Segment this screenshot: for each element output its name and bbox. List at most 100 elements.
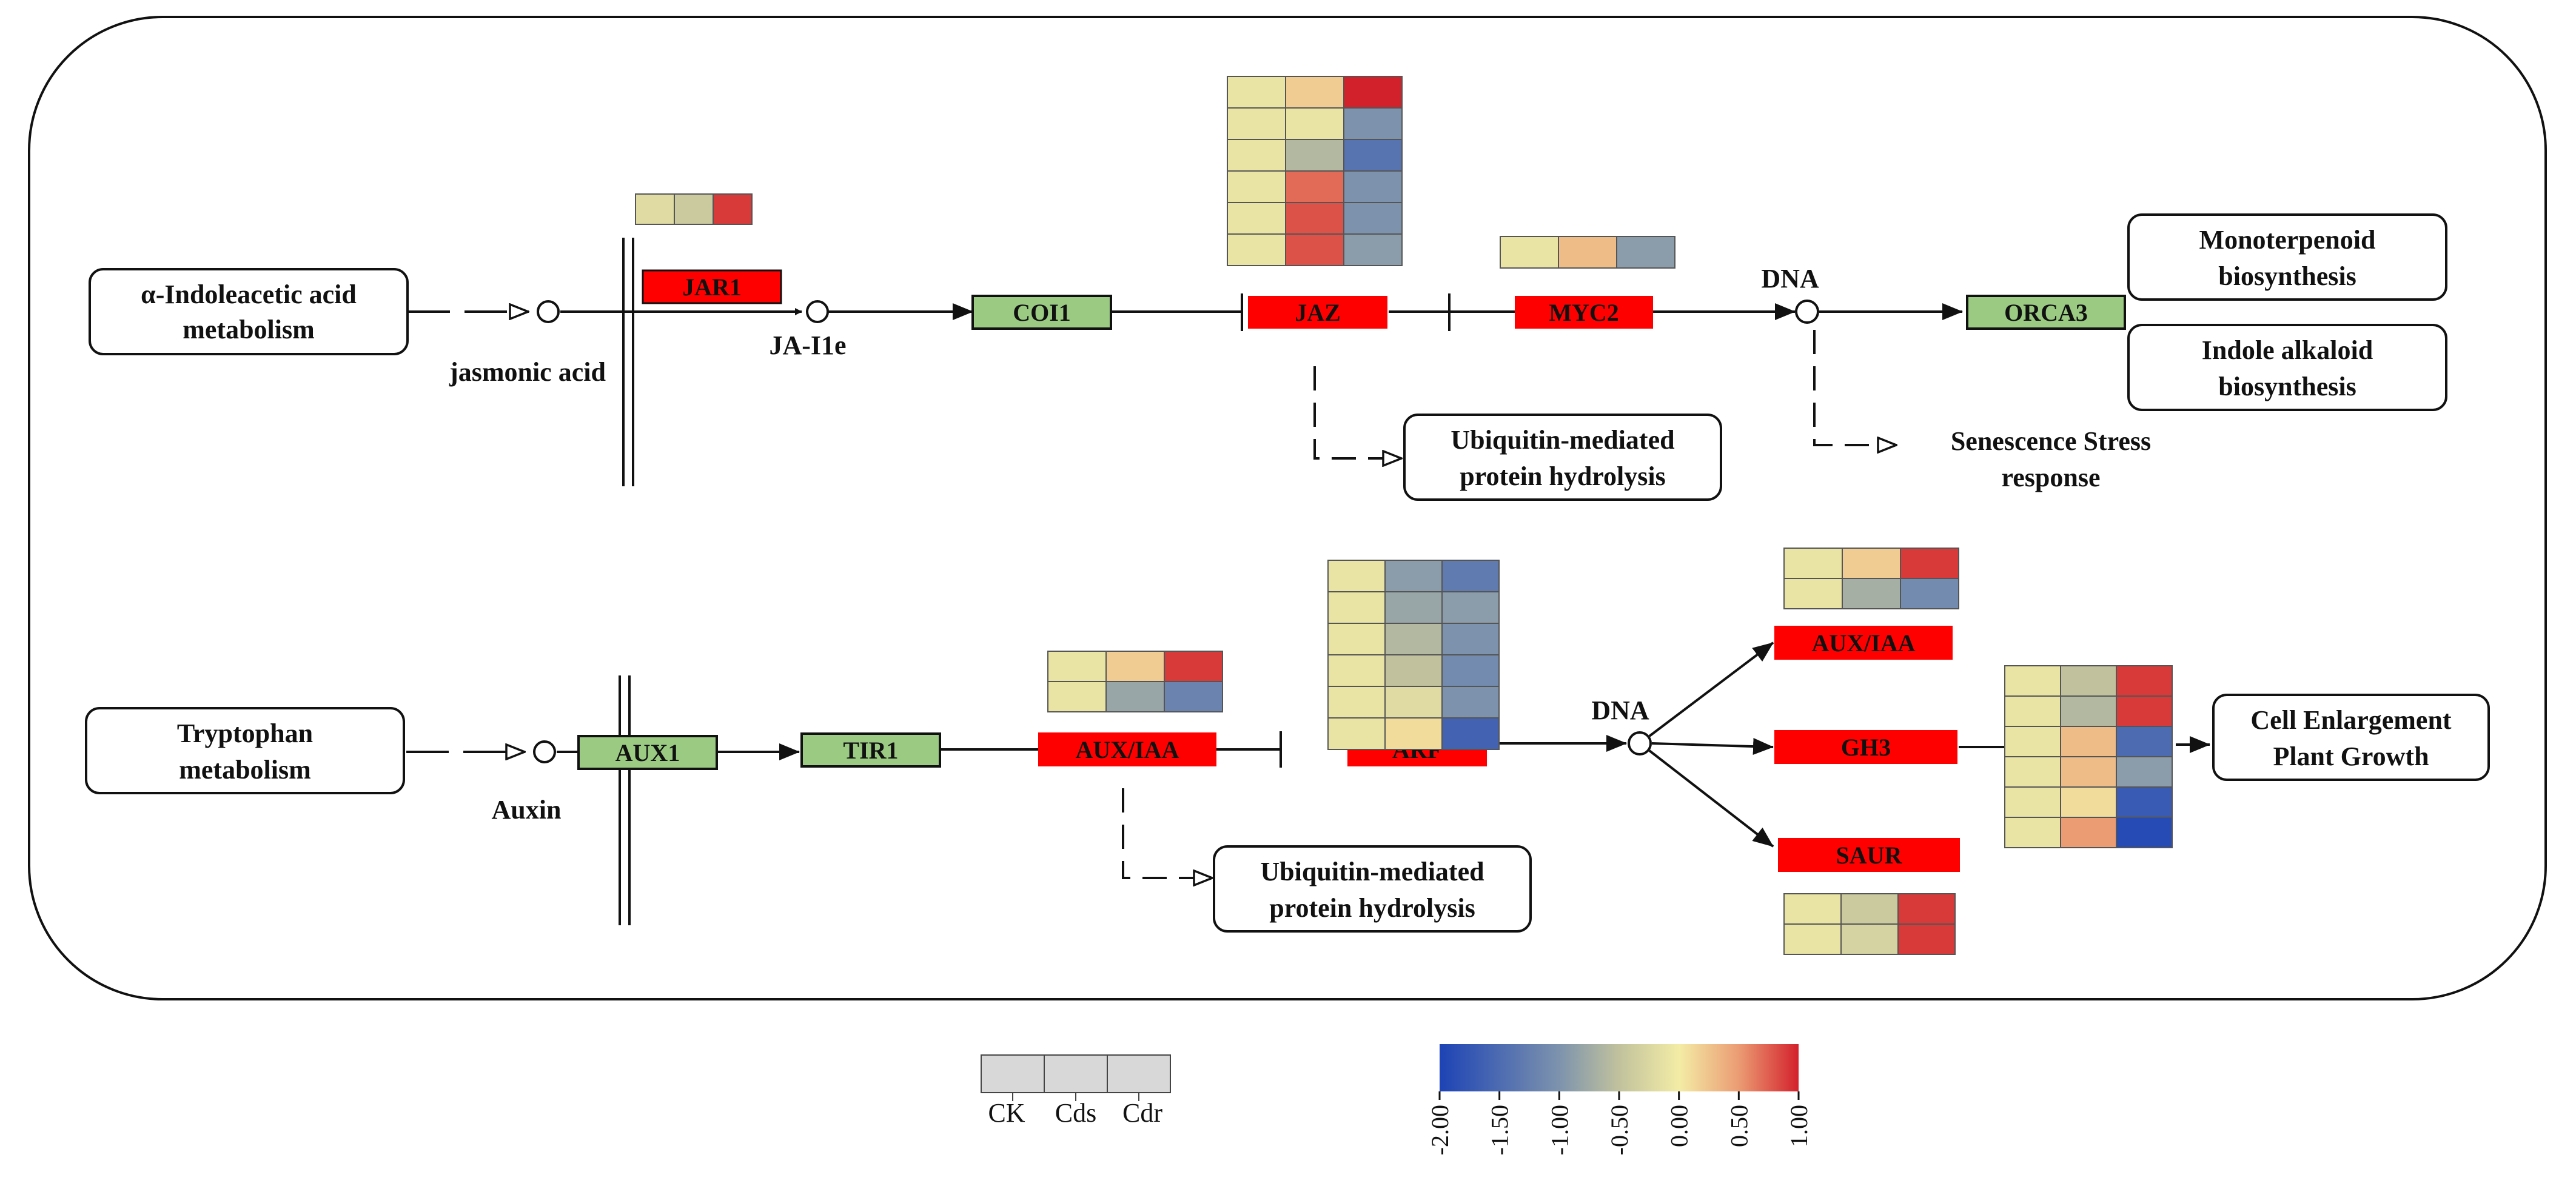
heatmap-arf (1327, 560, 1500, 750)
heatmap-cell-jaz-r3-c1 (1285, 170, 1344, 203)
gene-label-saur: SAUR (1836, 842, 1903, 869)
heatmap-cell-jaz-r4-c1 (1285, 202, 1344, 235)
heatmap-cell-jar1-r0-c1 (674, 193, 714, 225)
heatmap-cell-jaz-r2-c0 (1227, 139, 1286, 172)
heatmap-cell-gh3-r4-c2 (2116, 786, 2173, 818)
sample-swatch-cdr (1107, 1054, 1171, 1093)
heatmap-cell-aux-iaa-r1-c2 (1164, 681, 1223, 712)
scale-label-2: -1.00 (1546, 1105, 1573, 1155)
heatmap-cell-gh3-r5-c0 (2004, 817, 2061, 848)
gene-label-aux-iaa-2: AUX/IAA (1811, 629, 1915, 657)
monoterpenoid-box (2127, 213, 2447, 301)
gene-box-gh3[interactable] (1774, 730, 1957, 764)
heatmap-myc2 (1500, 236, 1675, 269)
sample-label-cdr: Cdr (1122, 1098, 1162, 1128)
gene-box-tir1[interactable] (800, 732, 941, 768)
heatmap-cell-arf-r1-c0 (1327, 591, 1386, 624)
sample-label-cds: Cds (1055, 1098, 1096, 1128)
heatmap-cell-gh3-r2-c2 (2116, 726, 2173, 757)
gene-box-orca3[interactable] (1966, 295, 2126, 330)
edge-dna-auxiaa2 (1648, 642, 1774, 737)
heatmap-cell-jaz-r5-c1 (1285, 233, 1344, 266)
heatmap-cell-jaz-r0-c1 (1285, 76, 1344, 109)
heatmap-cell-gh3-r3-c2 (2116, 756, 2173, 788)
heatmap-cell-gh3-r3-c1 (2060, 756, 2117, 788)
heatmap-cell-jaz-r4-c0 (1227, 202, 1286, 235)
precursor-box-jasmonate (89, 268, 409, 355)
heatmap-cell-jaz-r2-c2 (1343, 139, 1403, 172)
sample-swatch-cds (1044, 1054, 1108, 1093)
heatmap-cell-saur-r0-c1 (1840, 893, 1899, 925)
auxin-label: Auxin (492, 795, 562, 825)
color-scale-legend: -2.00 -1.50 -1.00 -0.50 0.00 0.50 1.00 (1426, 1044, 1813, 1155)
heatmap-cell-arf-r0-c2 (1441, 560, 1500, 592)
gene-label-coi1: COI1 (1013, 299, 1071, 326)
heatmap-cell-arf-r0-c1 (1384, 560, 1443, 592)
heatmap-cell-arf-r3-c0 (1327, 654, 1386, 687)
precursor-label-line2: metabolism (183, 315, 315, 344)
heatmap-cell-aux-iaa-2-r1-c2 (1900, 578, 1959, 609)
gene-label-gh3: GH3 (1841, 734, 1891, 761)
ubiquitin-box-auxin (1213, 845, 1532, 933)
growth-box (2212, 694, 2490, 781)
heatmap-cell-aux-iaa-2-r0-c2 (1900, 548, 1959, 579)
ubiquitin-auxin-line2: protein hydrolysis (1269, 893, 1475, 923)
heatmap-cell-gh3-r1-c2 (2116, 695, 2173, 727)
heatmap-cell-arf-r2-c1 (1384, 623, 1443, 655)
growth-line2: Plant Growth (2273, 742, 2429, 771)
heatmap-cell-saur-r1-c2 (1897, 923, 1956, 955)
heatmap-cell-myc2-r0-c1 (1558, 236, 1617, 269)
sample-swatch-ck (981, 1054, 1045, 1093)
jasmonic-acid-label: jasmonic acid (449, 357, 606, 387)
gene-box-aux-iaa[interactable] (1038, 732, 1216, 766)
gene-label-tir1: TIR1 (843, 737, 898, 764)
heatmap-cell-saur-r1-c0 (1783, 923, 1842, 955)
gene-box-aux1[interactable] (577, 735, 718, 770)
heatmap-cell-arf-r0-c0 (1327, 560, 1386, 592)
heatmap-cell-arf-r2-c0 (1327, 623, 1386, 655)
heatmap-cell-jaz-r5-c2 (1343, 233, 1403, 266)
scale-label-0: -2.00 (1426, 1105, 1454, 1155)
heatmap-cell-arf-r4-c2 (1441, 686, 1500, 719)
heatmap-saur (1783, 893, 1956, 955)
gene-box-coi1[interactable] (971, 295, 1112, 330)
heatmap-cell-arf-r5-c0 (1327, 717, 1386, 750)
edge-auxiaa-ubiquitin (1122, 788, 1213, 878)
heatmap-cell-arf-r5-c2 (1441, 717, 1500, 750)
senescence-line2: response (2002, 463, 2101, 492)
heatmap-cell-gh3-r0-c1 (2060, 665, 2117, 697)
tryptophan-line2: metabolism (179, 755, 311, 785)
heatmap-jar1 (635, 193, 753, 225)
ja-ile-node (806, 300, 829, 323)
gene-box-saur[interactable] (1778, 838, 1960, 872)
heatmap-cell-saur-r1-c1 (1840, 923, 1899, 955)
gene-box-aux-iaa-2[interactable] (1774, 626, 1953, 660)
heatmap-cell-jaz-r3-c2 (1343, 170, 1403, 203)
gene-box-jaz[interactable] (1248, 296, 1387, 329)
auxin-node (533, 740, 556, 763)
heatmap-aux-iaa-2 (1783, 548, 1959, 609)
sample-legend: CK Cds Cdr (981, 1054, 1171, 1128)
heatmap-cell-jaz-r0-c0 (1227, 76, 1286, 109)
membrane-jasmonate (622, 238, 634, 486)
heatmap-cell-jaz-r1-c0 (1227, 107, 1286, 140)
color-scale-bar (1440, 1044, 1799, 1091)
heatmap-jaz (1227, 76, 1403, 266)
edge-dna-senescence (1813, 330, 1897, 445)
gene-label-jar1: JAR1 (682, 273, 742, 301)
heatmap-cell-jaz-r1-c2 (1343, 107, 1403, 140)
heatmap-cell-gh3-r0-c2 (2116, 665, 2173, 697)
heatmap-cell-jaz-r4-c2 (1343, 202, 1403, 235)
heatmap-cell-gh3-r1-c0 (2004, 695, 2061, 727)
heatmap-cell-aux-iaa-2-r0-c0 (1783, 548, 1843, 579)
scale-label-1: -1.50 (1486, 1105, 1514, 1155)
edge-dna-saur (1648, 749, 1774, 848)
gene-box-myc2[interactable] (1515, 296, 1653, 329)
heatmap-cell-jaz-r3-c0 (1227, 170, 1286, 203)
gene-box-jar1[interactable] (642, 269, 782, 304)
heatmap-cell-gh3-r2-c1 (2060, 726, 2117, 757)
scale-label-3: -0.50 (1606, 1105, 1633, 1155)
heatmap-cell-jaz-r2-c1 (1285, 139, 1344, 172)
monoterpenoid-line2: biosynthesis (2218, 261, 2356, 291)
